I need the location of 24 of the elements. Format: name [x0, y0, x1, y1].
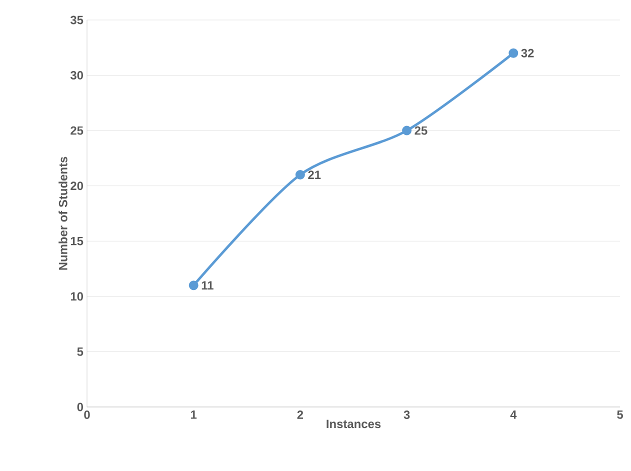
data-label: 25	[414, 126, 428, 135]
y-tick-label: 10	[70, 292, 83, 301]
point	[188, 280, 198, 290]
y-tick-label: 5	[77, 348, 84, 356]
point	[295, 170, 305, 180]
x-tick-label: 1	[191, 410, 197, 419]
data-label: 21	[308, 170, 321, 179]
y-tick-label: 15	[70, 236, 84, 246]
point	[508, 48, 518, 58]
y-tick-label: 0	[77, 402, 83, 412]
x-tick-label: 4	[510, 410, 517, 419]
x-tick-label: 2	[297, 410, 304, 419]
data-label: 32	[521, 48, 534, 58]
x-tick-label: 5	[617, 410, 623, 419]
x-tick-label: 3	[404, 410, 410, 419]
data-label: 11	[202, 281, 214, 290]
y-tick-label: 30	[70, 71, 83, 80]
y-axis-title: Number of Students	[58, 156, 68, 270]
x-tick-label: 0	[84, 410, 90, 419]
y-tick-label: 25	[70, 126, 84, 135]
y-tick-label: 20	[70, 182, 83, 190]
x-axis-title: Instances	[326, 420, 381, 428]
point	[402, 126, 412, 136]
y-tick-label: 35	[70, 16, 84, 24]
